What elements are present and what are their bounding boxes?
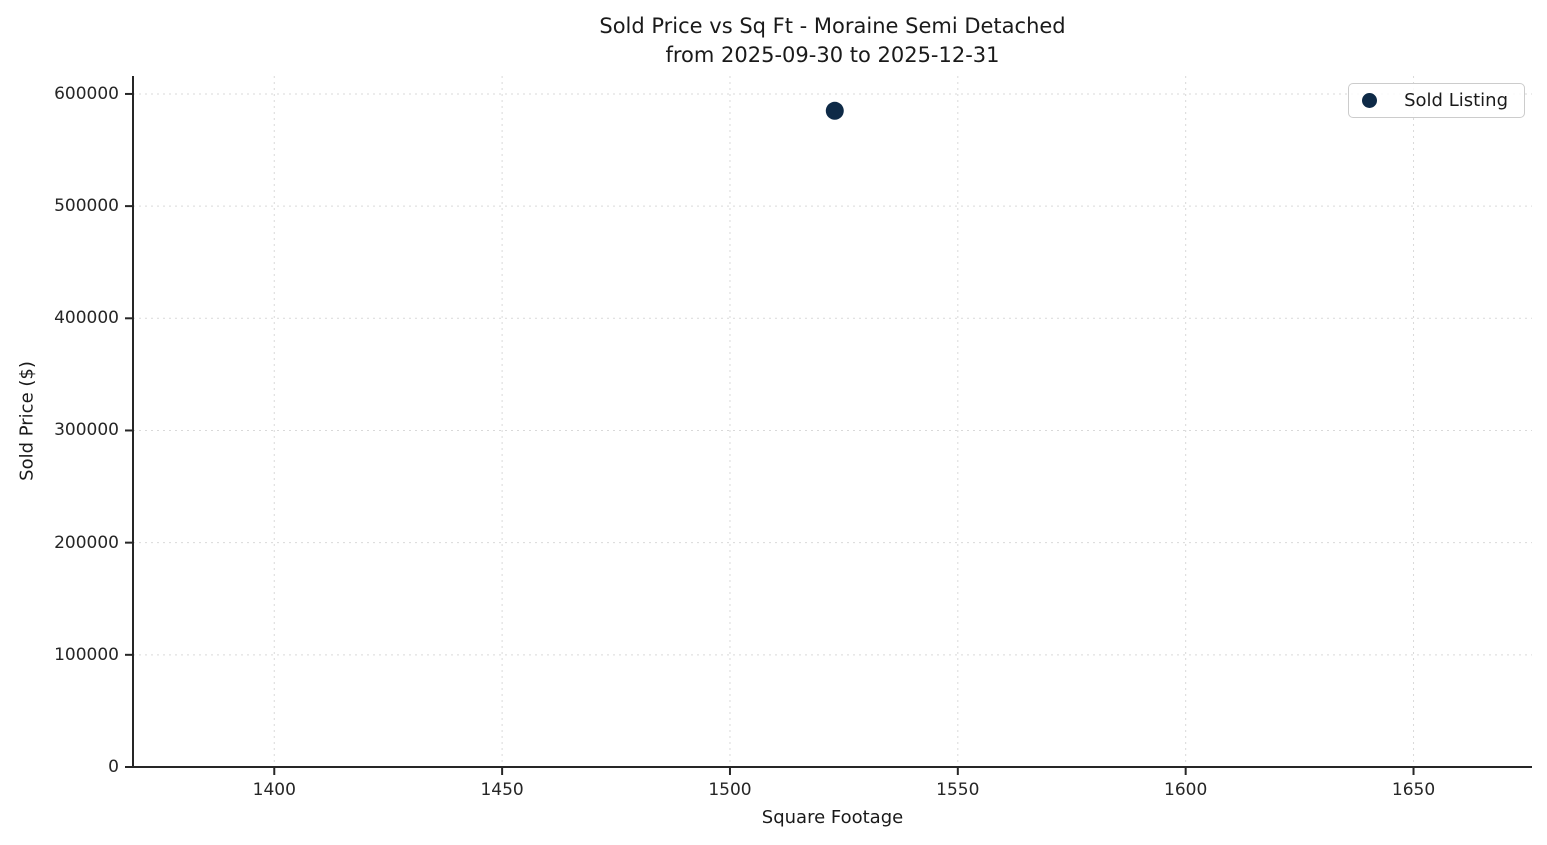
y-tick-label: 0 bbox=[108, 757, 119, 777]
y-tick-label: 300000 bbox=[54, 420, 119, 441]
legend-label: Sold Listing bbox=[1404, 90, 1508, 111]
scatter-point bbox=[825, 101, 844, 120]
x-tick-label: 1450 bbox=[480, 780, 524, 800]
chart-title-block: Sold Price vs Sq Ft - Moraine Semi Detac… bbox=[133, 12, 1532, 70]
y-tick-label: 600000 bbox=[54, 83, 119, 104]
y-tick-label: 400000 bbox=[54, 308, 119, 329]
x-tick-label: 1400 bbox=[252, 780, 296, 800]
y-axis-label: Sold Price ($) bbox=[16, 361, 38, 481]
legend: Sold Listing bbox=[1348, 83, 1525, 118]
x-tick-label: 1650 bbox=[1391, 780, 1436, 800]
y-tick-label: 500000 bbox=[54, 196, 119, 217]
x-tick-label: 1600 bbox=[1164, 780, 1208, 800]
chart-subtitle: from 2025-09-30 to 2025-12-31 bbox=[665, 43, 1000, 67]
chart-title: Sold Price vs Sq Ft - Moraine Semi Detac… bbox=[599, 14, 1066, 38]
legend-marker-icon bbox=[1362, 93, 1378, 108]
x-tick-label: 1500 bbox=[708, 780, 752, 800]
y-tick-label: 200000 bbox=[54, 532, 119, 553]
x-axis-label: Square Footage bbox=[761, 807, 904, 828]
x-tick-label: 1550 bbox=[936, 780, 980, 800]
y-tick-label: 100000 bbox=[54, 644, 119, 665]
